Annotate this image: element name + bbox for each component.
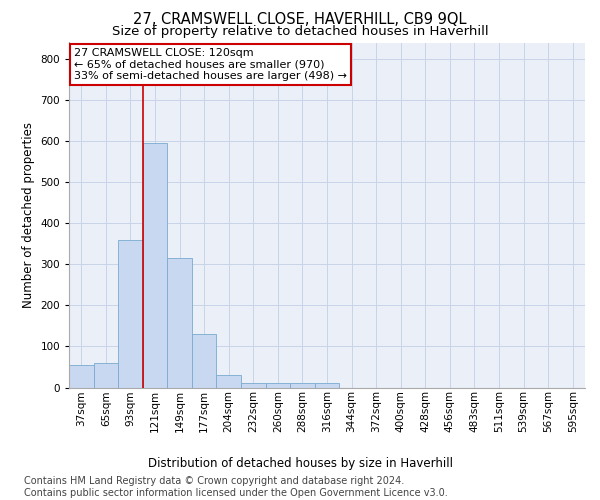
Bar: [167, 258, 192, 388]
Text: Size of property relative to detached houses in Haverhill: Size of property relative to detached ho…: [112, 25, 488, 38]
Y-axis label: Number of detached properties: Number of detached properties: [22, 122, 35, 308]
Bar: [94, 363, 118, 388]
Bar: [143, 143, 167, 388]
Bar: [290, 384, 315, 388]
Bar: [118, 240, 143, 388]
Bar: [266, 384, 290, 388]
Text: 27, CRAMSWELL CLOSE, HAVERHILL, CB9 9QL: 27, CRAMSWELL CLOSE, HAVERHILL, CB9 9QL: [133, 12, 467, 28]
Bar: [315, 384, 339, 388]
Text: Contains HM Land Registry data © Crown copyright and database right 2024.
Contai: Contains HM Land Registry data © Crown c…: [24, 476, 448, 498]
Bar: [69, 365, 94, 388]
Bar: [217, 375, 241, 388]
Bar: [241, 384, 266, 388]
Bar: [192, 334, 217, 388]
Text: Distribution of detached houses by size in Haverhill: Distribution of detached houses by size …: [148, 458, 452, 470]
Text: 27 CRAMSWELL CLOSE: 120sqm
← 65% of detached houses are smaller (970)
33% of sem: 27 CRAMSWELL CLOSE: 120sqm ← 65% of deta…: [74, 48, 347, 81]
